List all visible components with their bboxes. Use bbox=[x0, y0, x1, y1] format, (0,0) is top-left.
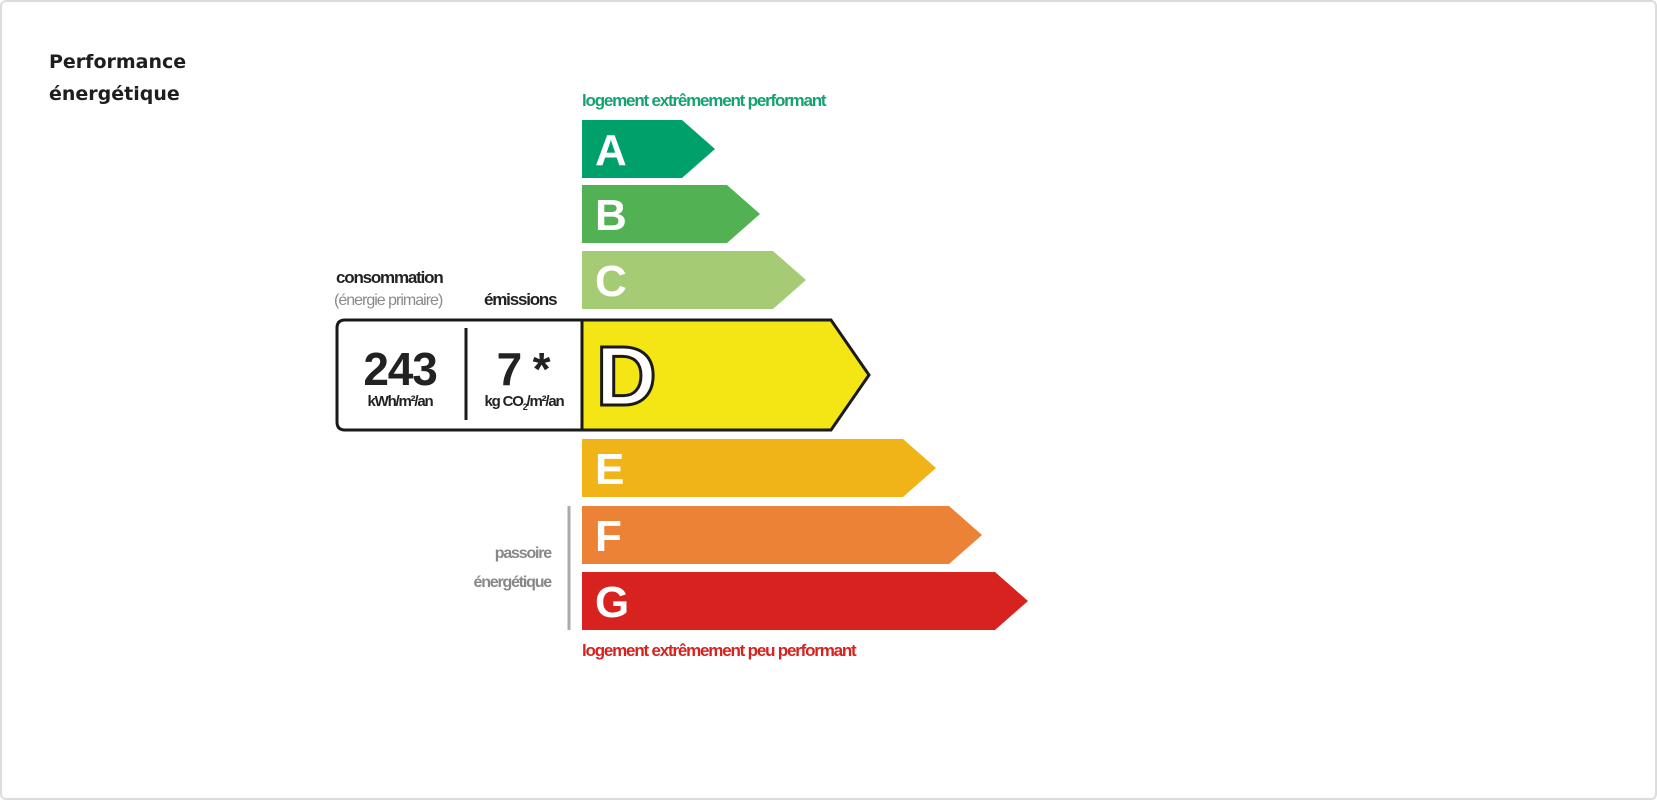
passoire-label-2: énergétique bbox=[474, 574, 553, 591]
energy-class-letter-e: E bbox=[595, 445, 623, 494]
section-title: Performance énergétique bbox=[49, 46, 186, 110]
bottom-label: logement extrêmement peu performant bbox=[582, 641, 857, 660]
energy-class-letter-f: F bbox=[595, 512, 621, 561]
energy-class-bar-a bbox=[582, 120, 715, 178]
emissions-unit: kg CO2/m²/an bbox=[485, 393, 565, 412]
top-label: logement extrêmement performant bbox=[582, 91, 827, 110]
energy-class-bar-b bbox=[582, 185, 760, 243]
consumption-unit: kWh/m²/an bbox=[367, 393, 433, 410]
energy-class-bar-e bbox=[582, 439, 936, 497]
title-line-2: énergétique bbox=[49, 83, 180, 105]
title-line-1: Performance bbox=[49, 51, 187, 73]
consumption-label: consommation bbox=[336, 268, 443, 287]
energy-class-bar-g bbox=[582, 572, 1028, 630]
energy-class-letter-d: D bbox=[596, 329, 655, 423]
energy-class-letter-b: B bbox=[595, 191, 626, 240]
emissions-value: 7 * bbox=[497, 343, 551, 395]
emissions-label: émissions bbox=[484, 290, 557, 309]
energy-class-letter-a: A bbox=[595, 126, 626, 175]
energy-class-bar-c bbox=[582, 251, 806, 309]
values-box bbox=[335, 318, 584, 432]
energy-class-letter-c: C bbox=[595, 257, 626, 306]
energy-class-bar-f bbox=[582, 506, 982, 564]
energy-class-letter-g: G bbox=[595, 578, 628, 627]
consumption-sublabel: (énergie primaire) bbox=[334, 292, 443, 309]
consumption-value: 243 bbox=[363, 343, 436, 395]
passoire-label-1: passoire bbox=[495, 545, 553, 562]
